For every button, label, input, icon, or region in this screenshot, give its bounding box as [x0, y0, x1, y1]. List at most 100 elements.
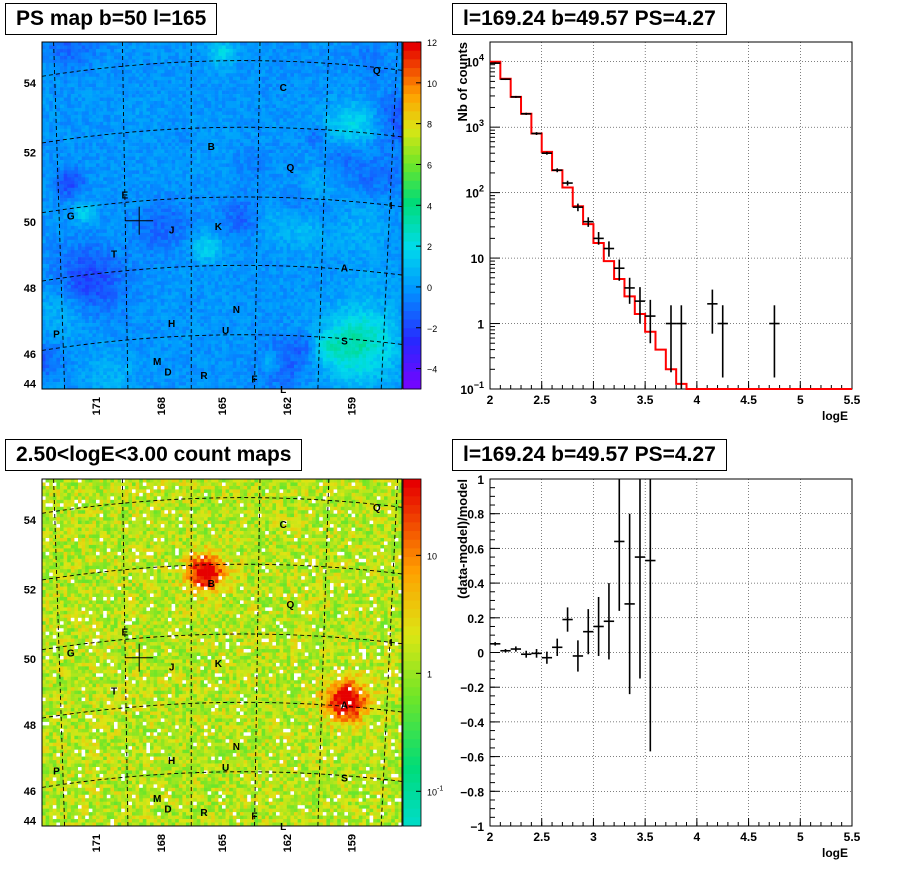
figure-canvas: CQBQEGJ KITANHUPSMD R FL545250484644171 168 1… [0, 0, 898, 871]
ps-map-colorbar-cell [403, 268, 421, 277]
count-map-colorbar-cell [403, 817, 421, 826]
ps-map-ytick-label: 52 [24, 148, 36, 160]
spectrum-xtick-label: 2.5 [533, 393, 550, 407]
ps-map-source-label: E [121, 191, 128, 202]
ps-map-ytick-label: 50 [24, 217, 36, 229]
residual-ytick-label: 0 [477, 647, 484, 661]
count-map-source-label: H [168, 756, 175, 767]
count-map-colorbar-cell [403, 566, 421, 575]
count-map-colorbar-cell [403, 592, 421, 601]
ps-map-ytick-label: 54 [24, 78, 37, 90]
spectrum-xlabel: logE [822, 409, 848, 423]
ps-map-source-label: M [153, 357, 161, 368]
residual-ytick-label: −0.4 [460, 716, 484, 730]
count-map-colorbar-cell [403, 661, 421, 670]
spectrum-data-point [521, 113, 531, 115]
residual-plot: 2 2.5 3 3.5 4 4.5 5 5.5logE10.80.60.40.20−0.2−0… [455, 473, 861, 860]
count-map-colorbar-cell [403, 522, 421, 531]
ps-map-source-label: B [208, 142, 215, 153]
count-map-colorbar-cell [403, 626, 421, 635]
residual-ytick-label: 0.2 [467, 612, 484, 626]
ps-map-colorbar-cell [403, 285, 421, 294]
ps-map-ytick-label: 48 [24, 283, 36, 295]
ps-map-colorbar-label: 12 [427, 38, 437, 48]
count-map-source-label: K [215, 659, 223, 670]
spectrum-data-point [490, 62, 500, 64]
count-map-xtick-label: 159 [347, 834, 359, 852]
ps-map-xtick-label: 168 [156, 397, 168, 415]
count-map-colorbar-cell [403, 687, 421, 696]
count-map-source-label: I [390, 638, 393, 649]
count-map-colorbar-cell [403, 635, 421, 644]
ps-map-colorbar-cell [403, 328, 421, 337]
ps-map-colorbar-cell [403, 129, 421, 138]
ps-map-source-label: H [168, 319, 175, 330]
count-map-xtick-label: 171 [91, 834, 103, 852]
count-map-source-label: U [222, 763, 229, 774]
count-map-colorbar-cell [403, 583, 421, 592]
ps-map-colorbar-cell [403, 189, 421, 198]
ps-map-source-label: U [222, 326, 229, 337]
count-map-colorbar-cell [403, 791, 421, 800]
ps-map-colorbar-label: −2 [427, 324, 437, 334]
ps-map-colorbar-cell [403, 103, 421, 112]
ps-map-colorbar-cell [403, 276, 421, 285]
residual-xtick-label: 3 [590, 830, 597, 844]
ps-map-colorbar-cell [403, 111, 421, 120]
count-map-colorbar-cell [403, 618, 421, 627]
ps-map-ytick-label: 46 [24, 349, 36, 361]
ps-map-colorbar-cell [403, 216, 421, 225]
ps-map-cells [42, 42, 402, 389]
ps-map-colorbar-cell [403, 85, 421, 94]
count-map-colorbar-cell [403, 514, 421, 523]
ps-map-colorbar-cell [403, 363, 421, 372]
count-map-colorbar-cell [403, 540, 421, 549]
count-map-colorbar-label: 10-1 [427, 785, 443, 797]
ps-map-colorbar-cell [403, 172, 421, 181]
count-map-source-label: N [233, 742, 240, 753]
count-map-colorbar-cell [403, 505, 421, 514]
count-map-source-label: Q [373, 503, 381, 514]
count-map-colorbar-cell [403, 644, 421, 653]
residual-xtick-label: 4.5 [740, 830, 757, 844]
spectrum-xtick-label: 4 [694, 393, 701, 407]
residual-xlabel: logE [822, 846, 848, 860]
ps-map-colorbar-cell [403, 372, 421, 381]
ps-map-ytick-label: 44 [24, 378, 37, 390]
spectrum-ytick-label: 10 [471, 252, 485, 266]
count-map-colorbar-cell [403, 800, 421, 809]
ps-map-colorbar-cell [403, 68, 421, 77]
ps-map-source-label: G [67, 212, 75, 223]
ps-map-colorbar-cell [403, 94, 421, 103]
count-map-source-label: S [341, 773, 348, 784]
spectrum-ytick-label: 1 [477, 318, 484, 332]
ps-map-source-label: D [164, 368, 171, 379]
ps-map-colorbar-label: −4 [427, 365, 437, 375]
count-map-source-label: D [164, 805, 171, 816]
residual-xtick-label: 3.5 [637, 830, 654, 844]
spectrum-data-point [500, 78, 510, 80]
ps-map-colorbar-cell [403, 51, 421, 60]
spectrum-xtick-label: 3 [590, 393, 597, 407]
residual-xtick-label: 2 [487, 830, 494, 844]
residual-xtick-label: 5.5 [844, 830, 861, 844]
ps-map-colorbar-label: 4 [427, 201, 432, 211]
count-map-colorbar-cell [403, 809, 421, 818]
ps-map-colorbar-cell [403, 302, 421, 311]
count-map-source-label: F [251, 812, 257, 823]
ps-map-colorbar-cell [403, 224, 421, 233]
count-map-ytick-label: 52 [24, 585, 36, 597]
count-map-colorbar-cell [403, 574, 421, 583]
ps-map-colorbar-cell [403, 346, 421, 355]
ps-map-colorbar-label: 0 [427, 283, 432, 293]
count-map-colorbar-cell [403, 739, 421, 748]
spectrum-xtick-label: 2 [487, 393, 494, 407]
ps-map-source-label: Q [287, 163, 295, 174]
count-map-colorbar-label: 1 [427, 669, 432, 679]
residual-xtick-label: 2.5 [533, 830, 550, 844]
ps-map-source-label: J [169, 225, 175, 236]
residual-ytick-label: −1 [470, 820, 484, 834]
